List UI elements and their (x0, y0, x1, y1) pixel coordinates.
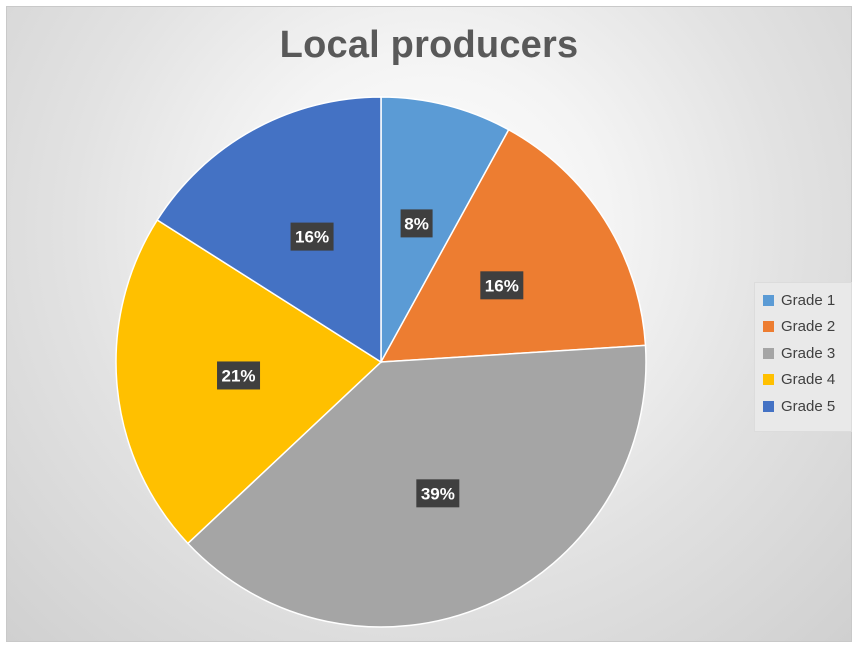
legend-item-grade-5: Grade 5 (763, 393, 851, 420)
legend-swatch (763, 321, 774, 333)
legend-item-grade-2: Grade 2 (763, 314, 851, 341)
legend-swatch (763, 400, 774, 412)
data-label-text: 39% (421, 484, 455, 503)
legend-item-grade-1: Grade 1 (763, 287, 851, 314)
data-label-background (400, 209, 433, 238)
pie-data-labels: 8% 16% 39% 21% 16% (217, 209, 524, 508)
data-label-background (217, 361, 261, 390)
data-label-2: 16% (480, 271, 524, 300)
data-label-background (480, 271, 524, 300)
data-label-text: 16% (485, 276, 519, 295)
legend: Grade 1 Grade 2 Grade 3 Grade 4 Grade 5 (754, 282, 852, 432)
data-label-background (290, 222, 334, 251)
data-label-background (416, 479, 460, 508)
data-label-5: 16% (290, 222, 334, 251)
data-label-text: 16% (295, 228, 329, 247)
legend-label: Grade 5 (781, 397, 836, 415)
pie-slice-2 (379, 128, 647, 363)
data-label-4: 21% (217, 361, 261, 390)
pie-slice-1 (380, 96, 510, 363)
pie-slices (115, 96, 647, 628)
chart-title: Local producers (279, 24, 579, 66)
data-label-text: 21% (222, 366, 256, 385)
data-label-text: 8% (404, 214, 429, 233)
legend-item-grade-4: Grade 4 (763, 367, 851, 394)
legend-item-grade-3: Grade 3 (763, 340, 851, 367)
legend-label: Grade 1 (781, 291, 836, 309)
pie-slice-5 (156, 96, 382, 364)
legend-swatch (763, 374, 774, 386)
legend-label: Grade 2 (781, 318, 836, 336)
legend-swatch (763, 294, 774, 306)
legend-label: Grade 3 (781, 344, 836, 362)
legend-swatch (763, 347, 774, 359)
legend-label: Grade 4 (781, 371, 836, 389)
data-label-3: 39% (416, 479, 460, 508)
data-label-1: 8% (400, 209, 433, 238)
